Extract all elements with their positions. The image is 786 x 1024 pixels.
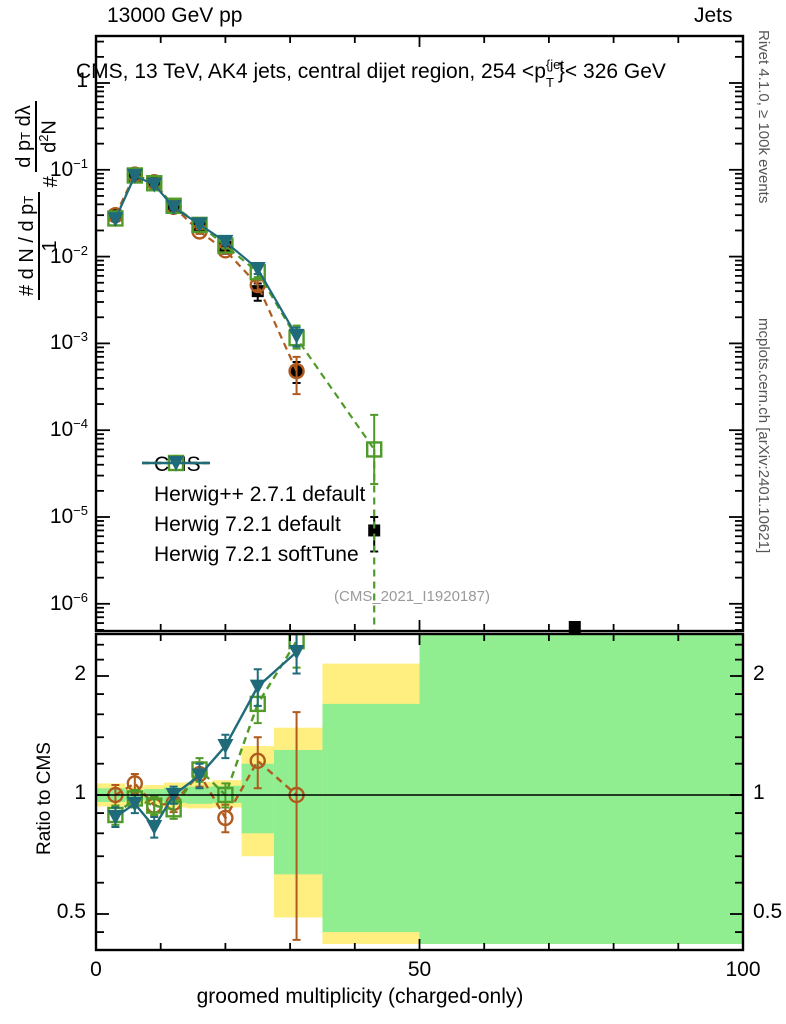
y-tick-label-main: 10−1 [49,155,88,181]
ratio-data-point-filled-triangle-down [107,809,124,825]
data-point-filled-triangle-down [146,177,163,193]
y-tick-label-main: 10−4 [49,416,88,442]
plot-title-subscript: T [545,75,554,90]
data-point-filled-triangle-down [107,212,124,228]
data-point-filled-triangle-down [165,200,182,216]
y-tick-label-main: 10−2 [49,242,88,268]
x-axis-label: groomed multiplicity (charged-only) [196,985,524,1008]
y-tick-label-ratio-right: 2 [753,662,765,685]
data-point-filled-triangle-down [191,217,208,233]
plot-title: CMS, 13 TeV, AK4 jets, central dijet reg… [76,57,680,90]
uncertainty-band-inner [273,749,323,875]
ratio-data-point-filled-triangle-down [217,739,234,755]
y-tick-label-ratio-right: 1 [753,781,765,804]
ratio-error-bar [221,803,230,834]
data-point-open-circle [288,362,305,380]
ratio-panel-series [107,634,305,941]
ratio-data-point-filled-triangle-down [249,679,266,695]
ratio-series-line-0 [114,758,298,821]
y-tick-label-ratio-right: 0.5 [753,900,783,923]
legend-item[interactable]: Herwig 7.2.1 softTune [140,456,365,570]
y-tick-label-main: 10−6 [49,589,88,615]
legend-item[interactable]: Herwig 7.2.1 default [140,454,365,540]
ratio-data-point-filled-triangle-down [191,768,208,784]
plot-title-superscript: {jet [545,57,564,72]
x-tick-label: 0 [90,958,102,981]
legend-item[interactable]: Herwig++ 2.7.1 default [140,454,366,510]
data-point-filled-triangle-down [217,234,234,250]
legend-marker-filled-triangle-down [142,456,210,471]
series-line-2 [114,174,376,451]
data-point-filled-triangle-down [126,168,143,184]
y-tick-label-ratio: 2 [74,662,86,685]
y-tick-label-ratio: 1 [74,781,86,804]
y-tick-label-main: 1 [76,69,88,92]
legend-label: Herwig 7.2.1 softTune [154,543,359,566]
analysis-watermark: (CMS_2021_I1920187) [334,588,490,605]
uncertainty-band-inner [322,703,420,933]
plot-title-main: CMS, 13 TeV, AK4 jets, central dijet reg… [76,60,546,83]
ratio-data-point-open-circle [217,809,234,827]
error-bar [253,279,262,292]
legend-label: Herwig++ 2.7.1 default [154,483,366,506]
ratio-uncertainty-bands [96,634,743,944]
legend-label: Herwig 7.2.1 default [154,513,341,536]
ratio-error-bar [253,736,262,790]
y-tick-label-main: 10−3 [49,329,88,355]
ratio-series-line-2 [114,651,298,830]
y-tick-label-main: 10−5 [49,503,88,528]
uncertainty-band-inner [419,634,743,944]
data-point-filled-triangle-down [249,261,266,277]
ratio-data-point-filled-triangle-down [288,645,305,661]
ratio-data-point-open-circle [249,752,266,770]
beam-label: 13000 GeV pp [107,4,243,27]
data-point-filled-triangle-down [288,328,305,344]
category-label: Jets [694,4,733,27]
x-tick-label: 50 [407,958,432,981]
ratio-data-point-filled-triangle-down [126,796,143,812]
x-tick-label: 100 [725,958,761,981]
ratio-data-point-open-square [146,797,163,814]
ratio-error-bar [292,711,301,941]
ratio-data-point-filled-triangle-down [146,819,163,835]
plot-title-tail: }< 326 GeV [557,60,666,83]
y-tick-label-ratio: 0.5 [56,900,86,923]
series-line-1 [114,173,298,372]
main-panel-series [107,166,383,631]
data-point-filled-square [368,524,381,537]
